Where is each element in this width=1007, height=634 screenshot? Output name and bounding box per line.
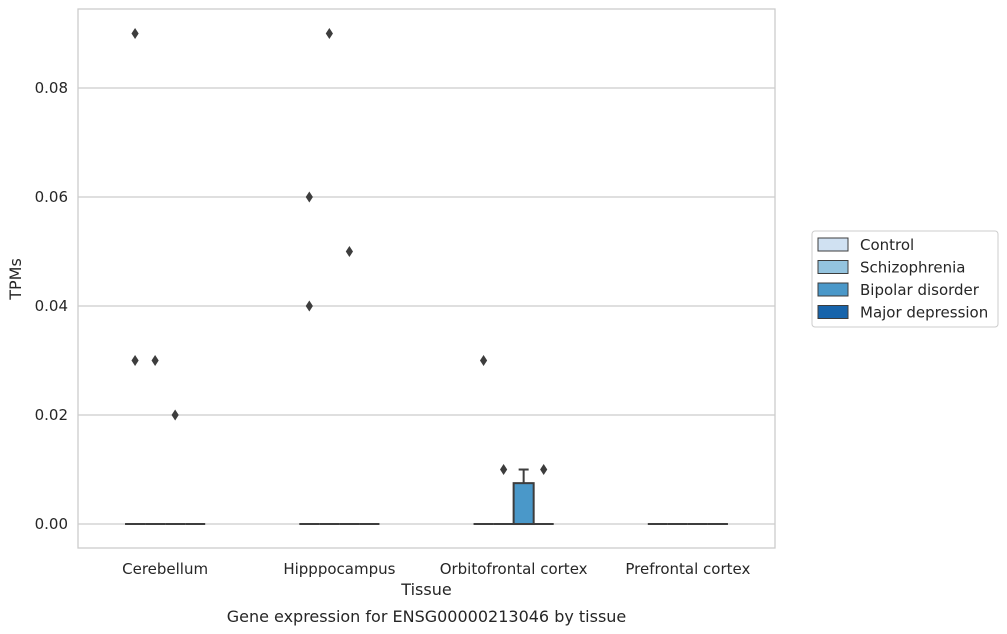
boxes-layer [125,28,728,526]
legend-label: Schizophrenia [860,259,965,277]
box-0-0 [125,28,146,526]
x-tick-label: Orbitofrontal cortex [440,560,588,578]
outlier-point [171,409,179,421]
outlier-point [131,28,139,40]
legend-swatch [817,305,849,319]
x-axis-label: Tissue [400,580,451,599]
legend-swatch [817,282,849,297]
outlier-point [500,464,508,476]
legend: Control Schizophrenia Bipolar disorder Majo… [811,230,999,328]
box-body [512,482,535,526]
plot-area-frame [77,8,776,549]
box-0-2 [165,409,186,526]
y-tick-label: 0.06 [35,188,68,206]
box-1-2 [339,246,360,526]
x-tick-label: Cerebellum [122,560,208,578]
box-1-1 [319,28,340,526]
box-2-1 [493,464,514,526]
box-2-0 [473,355,494,526]
box-2-2 [512,468,535,526]
legend-swatch [817,260,849,274]
outlier-point [325,28,333,40]
x-axis-ticks: Cerebellum Hipppocampus Orbitofrontal cort… [122,560,750,578]
legend-frame [811,230,999,328]
y-axis-label: TPMs [6,258,25,301]
outlier-point [540,464,548,476]
box-1-0 [299,191,320,526]
x-tick-label: Hipppocampus [283,560,395,578]
outlier-point [151,355,159,367]
outlier-point [305,191,313,203]
legend-label: Major depression [860,304,988,322]
x-tick-label: Prefrontal cortex [625,560,750,578]
y-tick-label: 0.08 [35,79,68,97]
legend-swatch [817,237,849,252]
outlier-point [345,246,353,258]
box-0-1 [145,355,166,526]
legend-label: Bipolar disorder [860,281,980,299]
y-axis-ticks: 0.00 0.02 0.04 0.06 0.08 [35,79,68,533]
y-tick-label: 0.02 [35,406,68,424]
outlier-point [131,355,139,367]
y-tick-label: 0.00 [35,515,68,533]
grid-lines [78,87,775,525]
outlier-point [305,300,313,312]
legend-label: Control [860,236,914,254]
outlier-point [479,355,488,367]
chart-caption: Gene expression for ENSG00000213046 by t… [227,607,627,626]
box-2-3 [533,464,554,526]
y-tick-label: 0.04 [35,297,68,315]
